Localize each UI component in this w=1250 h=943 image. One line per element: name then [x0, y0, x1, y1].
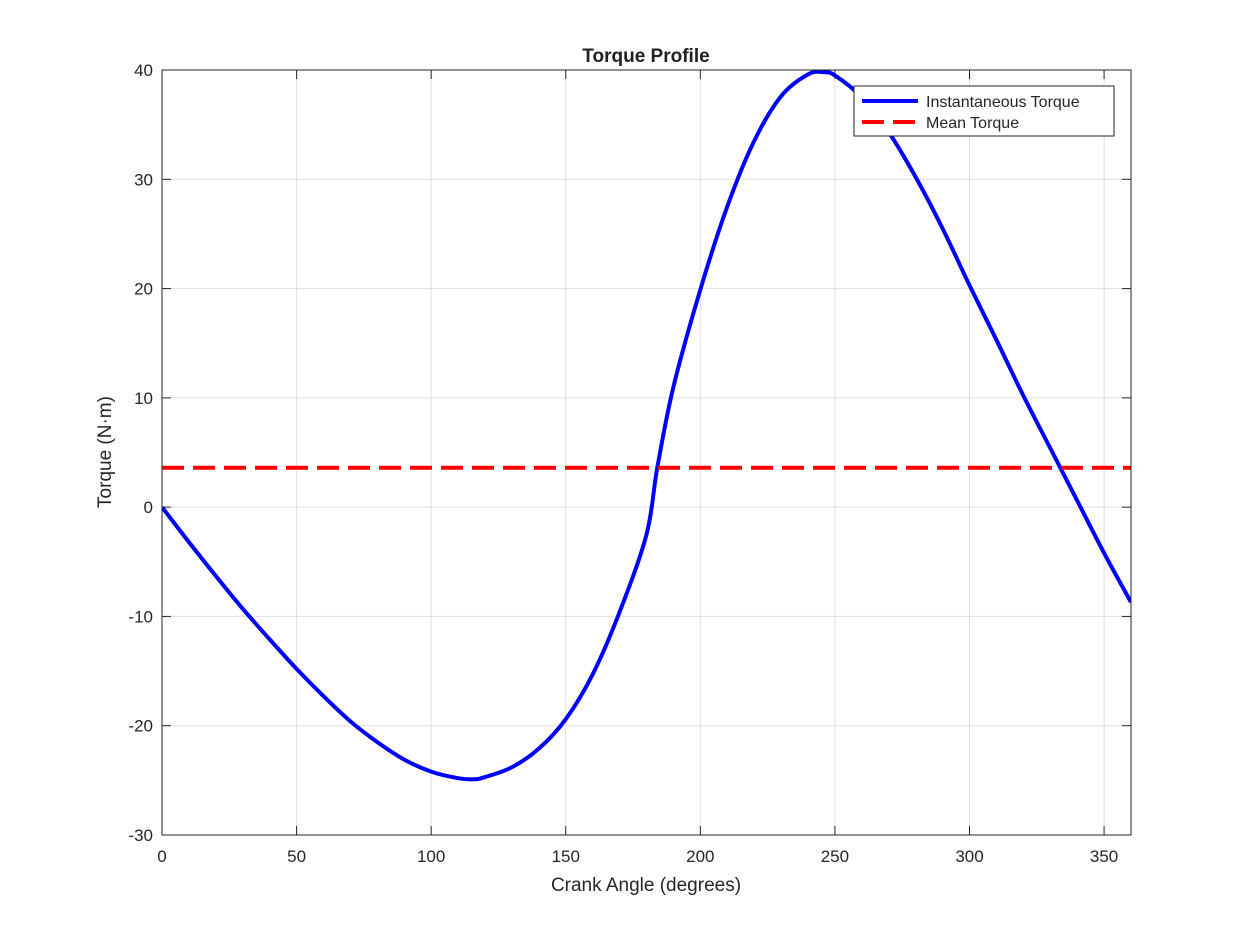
legend: Instantaneous Torque Mean Torque: [853, 85, 1115, 137]
y-axis-label: Torque (N·m): [95, 396, 116, 508]
series-line-0: [162, 70, 1131, 782]
y-tick-label: 40: [134, 61, 153, 80]
y-tick-label: -10: [128, 607, 153, 626]
x-axis-label: Crank Angle (degrees): [551, 875, 741, 896]
legend-label-1: Mean Torque: [926, 115, 1019, 132]
x-tick-label: 300: [955, 847, 983, 866]
y-tick-label: -20: [128, 717, 153, 736]
y-tick-label: 0: [144, 498, 153, 517]
x-tick-label: 100: [417, 847, 445, 866]
y-tick-label: 20: [134, 280, 153, 299]
plot-area: [162, 70, 1131, 782]
chart-title: Torque Profile: [582, 46, 709, 67]
y-tick-label: 10: [134, 389, 153, 408]
x-tick-label: 150: [552, 847, 580, 866]
x-tick-label: 0: [157, 847, 166, 866]
x-tick-label: 350: [1090, 847, 1118, 866]
y-tick-label: -30: [128, 826, 153, 845]
legend-box: [853, 85, 1115, 137]
x-tick-label: 200: [686, 847, 714, 866]
legend-label-0: Instantaneous Torque: [926, 94, 1080, 111]
axes-box: [161, 69, 1132, 836]
y-tick-label: 30: [134, 170, 153, 189]
tick-labels: 0 50 100 150 200 250 300 350 -30 -20 -10 0 10 20 30 40: [128, 61, 1118, 866]
x-tick-label: 50: [287, 847, 306, 866]
x-tick-label: 250: [821, 847, 849, 866]
